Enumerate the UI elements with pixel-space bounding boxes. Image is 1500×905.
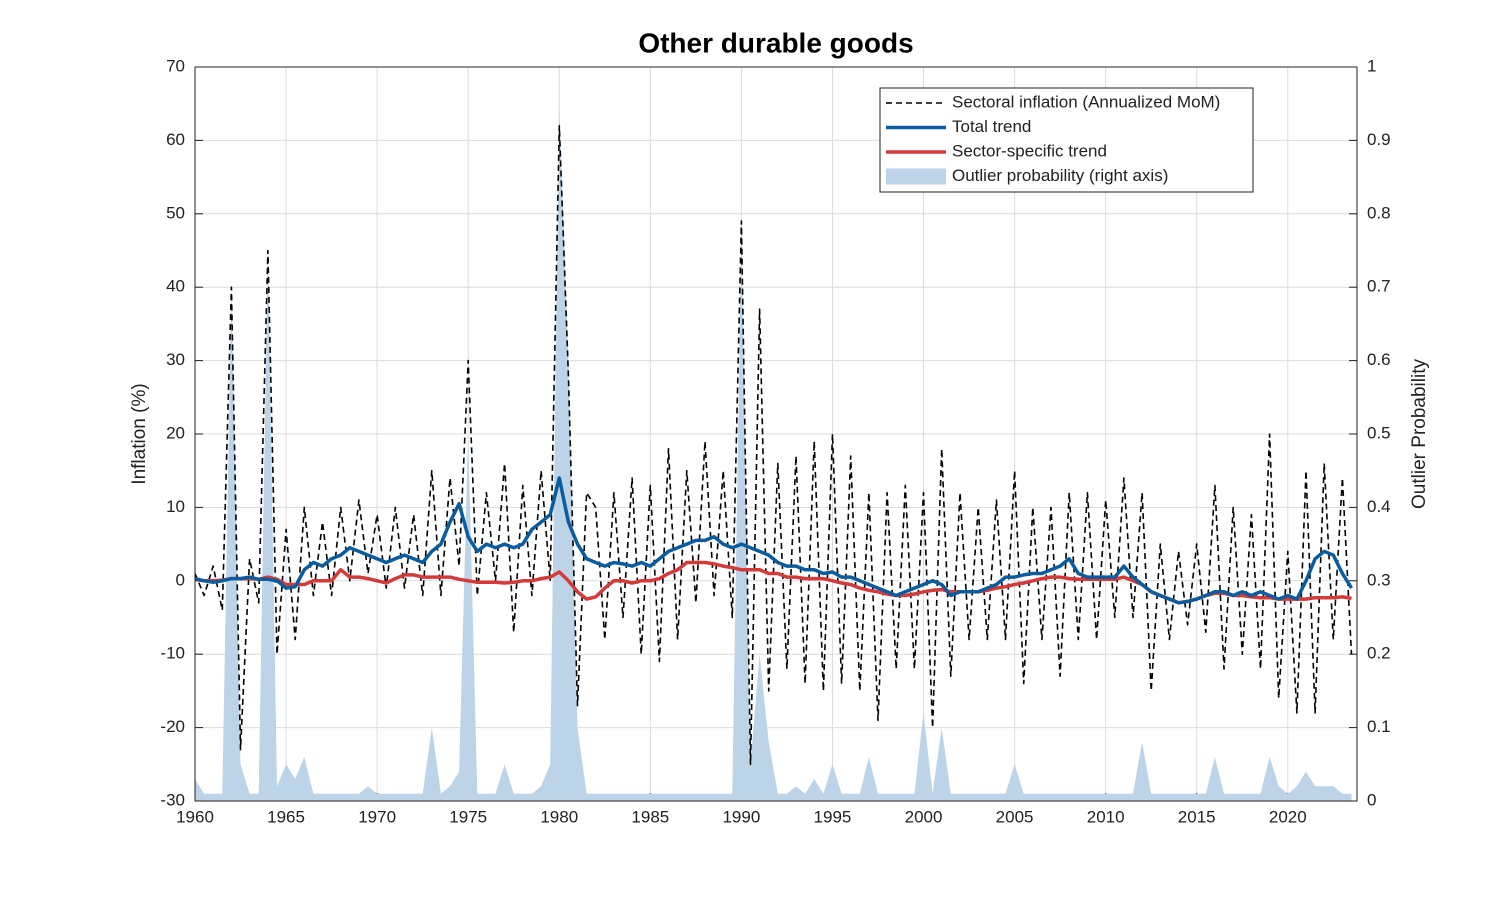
legend-swatch [886,168,946,185]
y-tick-label: 10 [166,497,185,516]
y-tick-label: -30 [160,790,185,809]
y2-tick-label: 0.6 [1367,350,1391,369]
series-line [195,476,1353,605]
x-tick-label: 1990 [722,807,760,826]
y2-tick-label: 0.3 [1367,570,1391,589]
x-tick-label: 1975 [449,807,487,826]
x-tick-label: 2000 [905,807,943,826]
plot-frame [194,66,1358,802]
x-tick-label: 1970 [358,807,396,826]
y2-axis-label: Outlier Probability [1409,359,1430,509]
x-tick-label: 2020 [1269,807,1307,826]
legend-label: Total trend [952,117,1031,136]
y2-tick-label: 0.1 [1367,717,1391,736]
y-tick-label: -10 [160,644,185,663]
x-tick-label: 1965 [267,807,305,826]
y-tick-label: 50 [166,203,185,222]
y-tick-label: 40 [166,277,185,296]
x-tick-label: 2005 [996,807,1034,826]
y2-tick-label: 0.8 [1367,203,1391,222]
y2-tick-label: 0.9 [1367,130,1391,149]
y2-tick-label: 0.4 [1367,497,1391,516]
y2-tick-label: 0.5 [1367,423,1391,442]
chart-title: Other durable goods [638,27,913,58]
legend-label: Sector-specific trend [952,141,1107,160]
x-tick-label: 1995 [814,807,852,826]
y2-tick-label: 0.2 [1367,644,1391,663]
y-tick-label: 0 [176,570,185,589]
y-tick-label: 30 [166,350,185,369]
y2-tick-label: 0.7 [1367,277,1391,296]
y-tick-label: 70 [166,56,185,75]
x-tick-label: 2010 [1087,807,1125,826]
y-tick-label: 20 [166,423,185,442]
x-tick-label: 2015 [1178,807,1216,826]
x-tick-label: 1985 [631,807,669,826]
x-tick-label: 1960 [176,807,214,826]
y2-tick-label: 1 [1367,56,1376,75]
y-axis-label: Inflation (%) [129,383,150,484]
x-tick-label: 1980 [540,807,578,826]
y2-tick-label: 0 [1367,790,1376,809]
legend-label: Outlier probability (right axis) [952,166,1168,185]
y-tick-label: 60 [166,130,185,149]
series-line [195,124,1353,766]
legend-label: Sectoral inflation (Annualized MoM) [952,92,1220,111]
y-tick-label: -20 [160,717,185,736]
